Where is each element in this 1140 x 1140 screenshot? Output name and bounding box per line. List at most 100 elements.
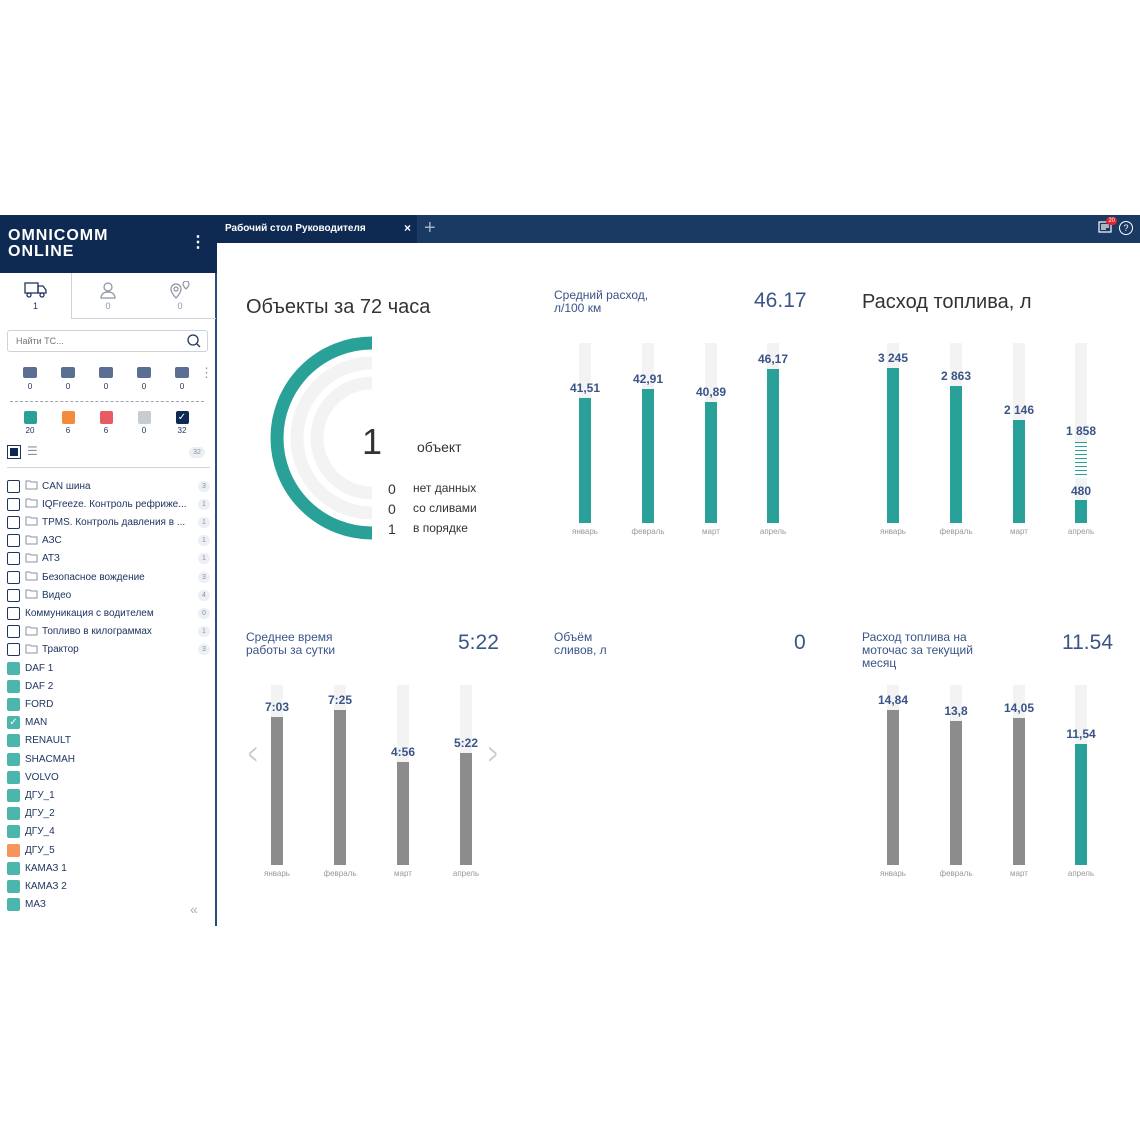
- vehicle-checkbox[interactable]: [7, 825, 20, 839]
- group-item[interactable]: TPMS. Контроль давления в ... 1: [7, 513, 210, 531]
- status-filter[interactable]: 6: [88, 411, 124, 435]
- tab-vehicles[interactable]: 1: [0, 273, 72, 319]
- bar[interactable]: [1075, 500, 1087, 523]
- close-icon[interactable]: ×: [403, 221, 411, 235]
- search-input[interactable]: [16, 336, 166, 346]
- search-icon[interactable]: [187, 334, 201, 348]
- bar[interactable]: [642, 389, 654, 523]
- group-item[interactable]: Трактор 3: [7, 641, 210, 659]
- vehicle-item[interactable]: DAF 1: [7, 659, 210, 677]
- vehicle-item[interactable]: КАМАЗ 1: [7, 859, 210, 877]
- bar[interactable]: [1013, 717, 1025, 865]
- menu-icon[interactable]: ⋮: [190, 234, 207, 251]
- worktime-title: Среднее время работы за сутки: [246, 630, 336, 657]
- vehicle-checkbox[interactable]: [7, 843, 20, 857]
- vehicle-item[interactable]: МАЗ: [7, 896, 210, 914]
- tile-view-toggle[interactable]: [7, 445, 21, 459]
- filter-service[interactable]: 0: [12, 367, 48, 391]
- group-item[interactable]: CAN шина 3: [7, 477, 210, 495]
- checkbox[interactable]: [7, 497, 20, 511]
- filter-crash[interactable]: 0: [50, 367, 86, 391]
- vehicle-checkbox[interactable]: [7, 752, 20, 766]
- status-filter[interactable]: 6: [50, 411, 86, 435]
- bar[interactable]: [705, 401, 717, 523]
- tab-dashboard[interactable]: Рабочий стол Руководителя ×: [217, 215, 417, 243]
- bar[interactable]: [579, 397, 591, 523]
- next-arrow-icon[interactable]: >: [488, 738, 498, 771]
- bar[interactable]: [1013, 420, 1025, 523]
- bar[interactable]: [887, 709, 899, 865]
- list-view-icon[interactable]: ☰: [27, 444, 38, 458]
- group-item[interactable]: Топливо в килограммах 1: [7, 623, 210, 641]
- vehicle-checkbox[interactable]: [7, 788, 20, 802]
- collapse-icon[interactable]: «: [190, 901, 198, 917]
- vehicle-item[interactable]: DAF 2: [7, 677, 210, 695]
- vehicle-checkbox[interactable]: [7, 879, 20, 893]
- bar-value-label: 40,89: [695, 384, 727, 399]
- vehicle-checkbox[interactable]: [7, 679, 20, 693]
- search-field[interactable]: [7, 330, 208, 352]
- tab-geozones[interactable]: 0: [144, 273, 216, 319]
- bar-value-label: 46,17: [757, 351, 789, 366]
- bar[interactable]: [334, 709, 346, 865]
- bar[interactable]: [950, 720, 962, 865]
- vehicle-item[interactable]: FORD: [7, 695, 210, 713]
- vehicle-checkbox[interactable]: [7, 770, 20, 784]
- group-item[interactable]: Видео 4: [7, 586, 210, 604]
- notifications-icon[interactable]: 20: [1098, 217, 1117, 240]
- filter-bed[interactable]: 0: [126, 367, 162, 391]
- group-item[interactable]: АТЗ 1: [7, 550, 210, 568]
- checkbox[interactable]: [7, 552, 20, 566]
- bar[interactable]: [1075, 744, 1087, 865]
- vehicle-checkbox[interactable]: [7, 807, 20, 821]
- checkbox[interactable]: [7, 588, 20, 602]
- checkbox[interactable]: [7, 606, 20, 620]
- bar[interactable]: [767, 368, 779, 523]
- prev-arrow-icon[interactable]: <: [248, 738, 258, 771]
- vehicle-checkbox[interactable]: [7, 661, 20, 675]
- vehicle-checkbox[interactable]: [7, 697, 20, 711]
- bar-value-label: 2 863: [940, 369, 972, 384]
- vehicle-checkbox[interactable]: ✓: [7, 716, 20, 730]
- bar[interactable]: [950, 386, 962, 523]
- group-count: 3: [198, 480, 210, 492]
- vehicle-item[interactable]: ✓ MAN: [7, 714, 210, 732]
- group-item[interactable]: Безопасное вождение 3: [7, 568, 210, 586]
- vehicle-checkbox[interactable]: [7, 861, 20, 875]
- filter-truck-loaded[interactable]: 0: [88, 367, 124, 391]
- group-item[interactable]: Коммуникация с водителем 0: [7, 604, 210, 622]
- bar[interactable]: [460, 752, 472, 865]
- vehicle-item[interactable]: RENAULT: [7, 732, 210, 750]
- group-item[interactable]: IQFreeze. Контроль рефриже... 1: [7, 495, 210, 513]
- vehicle-item[interactable]: SHACMAH: [7, 750, 210, 768]
- bar[interactable]: [271, 717, 283, 865]
- checkbox[interactable]: [7, 515, 20, 529]
- vehicle-item[interactable]: ДГУ_5: [7, 841, 210, 859]
- bar-value-label: 13,8: [944, 703, 968, 718]
- checkbox[interactable]: [7, 479, 20, 493]
- bar[interactable]: [887, 367, 899, 523]
- checkbox[interactable]: [7, 570, 20, 584]
- objects-legend: 0 нет данных 0 со сливами 1 в порядке: [388, 481, 477, 541]
- vehicle-item[interactable]: ДГУ_2: [7, 805, 210, 823]
- checkbox[interactable]: [7, 625, 20, 639]
- group-count: 1: [198, 516, 210, 528]
- status-filter[interactable]: 0: [126, 411, 162, 435]
- filter-fuel-station[interactable]: 0: [164, 367, 200, 391]
- vehicle-item[interactable]: VOLVO: [7, 768, 210, 786]
- vehicle-item[interactable]: ДГУ_1: [7, 786, 210, 804]
- vehicle-item[interactable]: ДГУ_4: [7, 823, 210, 841]
- add-tab-icon[interactable]: +: [424, 217, 436, 239]
- group-item[interactable]: АЗС 1: [7, 532, 210, 550]
- checkbox[interactable]: [7, 643, 20, 657]
- status-filter[interactable]: ✓ 32: [164, 411, 200, 435]
- checkbox[interactable]: [7, 534, 20, 548]
- status-filter[interactable]: 20: [12, 411, 48, 435]
- help-icon[interactable]: ?: [1119, 221, 1133, 235]
- vehicle-item[interactable]: КАМАЗ 2: [7, 877, 210, 895]
- tab-drivers[interactable]: 0: [72, 273, 144, 319]
- vehicle-checkbox[interactable]: [7, 898, 20, 912]
- filter-more-icon[interactable]: ⋮: [200, 365, 213, 380]
- bar[interactable]: [397, 761, 409, 865]
- vehicle-checkbox[interactable]: [7, 734, 20, 748]
